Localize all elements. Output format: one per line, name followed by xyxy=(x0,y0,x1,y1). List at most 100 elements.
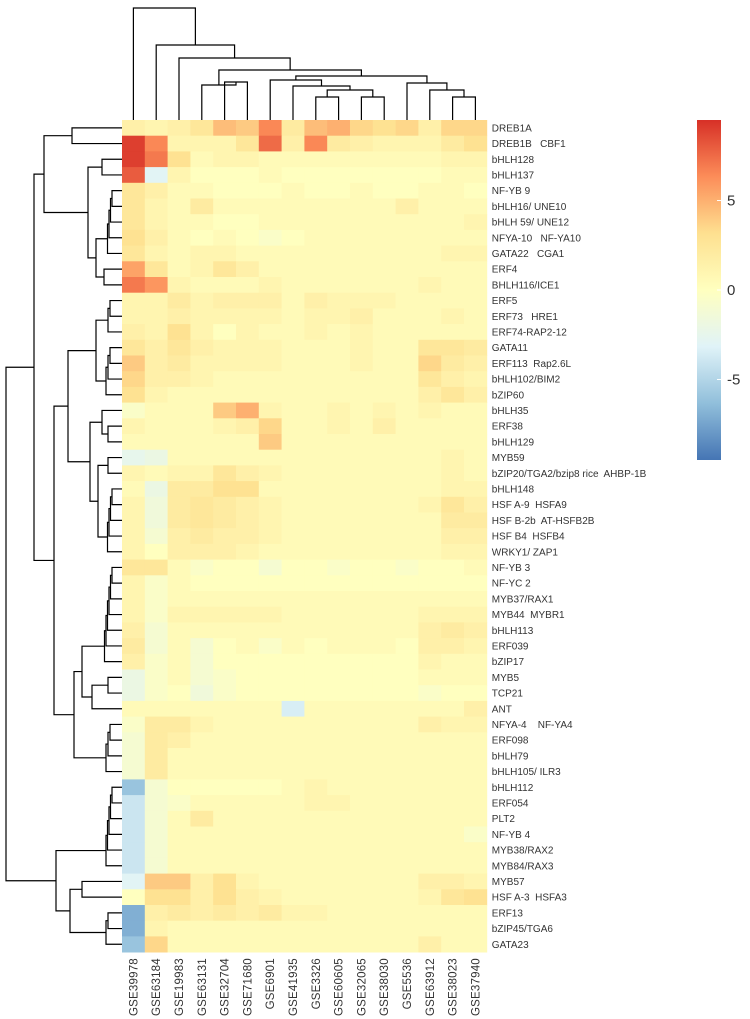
heatmap-cell xyxy=(464,936,488,953)
heatmap-cell xyxy=(122,700,146,717)
heatmap-cell xyxy=(122,120,146,137)
heatmap-cell xyxy=(258,748,282,765)
row-label: bHLH35 xyxy=(492,406,529,417)
dendrogram-branch xyxy=(429,89,465,120)
heatmap-cell xyxy=(418,229,442,246)
heatmap-cell xyxy=(144,214,168,231)
heatmap-cell xyxy=(167,198,191,215)
row-label: ERF13 xyxy=(492,908,524,919)
heatmap-cell xyxy=(350,936,374,953)
heatmap-cell xyxy=(236,638,260,655)
dendrogram-branch xyxy=(81,645,105,698)
heatmap-cell xyxy=(304,449,328,466)
heatmap-cell xyxy=(372,324,396,341)
heatmap-cell xyxy=(327,826,351,843)
heatmap-cell xyxy=(372,622,396,639)
heatmap-cell xyxy=(441,638,465,655)
heatmap-cell xyxy=(327,857,351,874)
heatmap-cell xyxy=(395,198,419,215)
heatmap-cell xyxy=(372,120,396,137)
heatmap-cell xyxy=(144,653,168,670)
heatmap-cell xyxy=(464,763,488,780)
heatmap-cell xyxy=(395,669,419,686)
heatmap-cell xyxy=(327,575,351,592)
heatmap-cell xyxy=(213,355,237,372)
dendrogram-branch xyxy=(218,69,362,85)
heatmap-cell xyxy=(441,465,465,482)
heatmap-cell xyxy=(144,543,168,560)
heatmap-cell xyxy=(236,606,260,623)
heatmap-cell xyxy=(464,889,488,906)
heatmap-cell xyxy=(258,873,282,890)
heatmap-cell xyxy=(464,418,488,435)
heatmap-cell xyxy=(281,622,305,639)
dendrogram-branch xyxy=(107,912,122,930)
heatmap-cell xyxy=(372,700,396,717)
heatmap-cell xyxy=(258,386,282,403)
heatmap-cell xyxy=(122,732,146,749)
heatmap-cell xyxy=(372,543,396,560)
heatmap-cell xyxy=(122,763,146,780)
heatmap-cell xyxy=(213,638,237,655)
heatmap-cell xyxy=(395,559,419,576)
heatmap-cell xyxy=(441,182,465,199)
heatmap-cell xyxy=(213,685,237,702)
heatmap-cell xyxy=(327,591,351,608)
heatmap-cell xyxy=(258,512,282,529)
heatmap-cell xyxy=(464,214,488,231)
heatmap-cell xyxy=(327,339,351,356)
heatmap-cell xyxy=(122,795,146,812)
heatmap-cell xyxy=(190,716,214,733)
heatmap-cell xyxy=(418,355,442,372)
heatmap-cell xyxy=(350,810,374,827)
heatmap-cell xyxy=(167,559,191,576)
heatmap-cell xyxy=(304,386,328,403)
heatmap-cell xyxy=(304,826,328,843)
heatmap-cell xyxy=(236,496,260,513)
heatmap-cell xyxy=(213,622,237,639)
heatmap-cell xyxy=(190,339,214,356)
heatmap-cell xyxy=(395,418,419,435)
heatmap-cell xyxy=(372,528,396,545)
heatmap-cell xyxy=(304,339,328,356)
heatmap-cell xyxy=(144,277,168,294)
row-label: NFYA-10 NF-YA10 xyxy=(492,233,582,244)
heatmap-cell xyxy=(258,449,282,466)
heatmap-cell xyxy=(441,418,465,435)
heatmap-cell xyxy=(236,732,260,749)
heatmap-cell xyxy=(418,591,442,608)
heatmap-cell xyxy=(418,261,442,278)
row-label: bZIP60 xyxy=(492,390,525,401)
heatmap-cell xyxy=(395,371,419,388)
heatmap-cell xyxy=(190,528,214,545)
heatmap-cell xyxy=(395,449,419,466)
heatmap-cell xyxy=(418,763,442,780)
heatmap-cell xyxy=(441,277,465,294)
dendrogram-branch xyxy=(71,127,122,145)
heatmap-cell xyxy=(190,638,214,655)
heatmap-cell xyxy=(441,748,465,765)
heatmap-cell xyxy=(350,653,374,670)
heatmap-cell xyxy=(122,748,146,765)
heatmap-cell xyxy=(372,810,396,827)
heatmap-cell xyxy=(464,685,488,702)
heatmap-cell xyxy=(418,905,442,922)
heatmap-cell xyxy=(281,277,305,294)
heatmap-cell xyxy=(327,465,351,482)
heatmap-cell xyxy=(144,151,168,168)
column-label: GSE38023 xyxy=(448,958,460,1016)
heatmap-cell xyxy=(327,120,351,137)
heatmap-cell xyxy=(418,653,442,670)
heatmap-cell xyxy=(122,465,146,482)
heatmap-cell xyxy=(122,512,146,529)
heatmap-cell xyxy=(167,481,191,498)
heatmap-cell xyxy=(167,308,191,325)
heatmap-cell xyxy=(236,763,260,780)
heatmap-cell xyxy=(418,842,442,859)
dendrogram-branch xyxy=(452,96,476,120)
color-legend-tick-label: 5 xyxy=(727,193,735,210)
heatmap-cell xyxy=(372,732,396,749)
heatmap-cell xyxy=(213,857,237,874)
heatmap-cell xyxy=(236,795,260,812)
heatmap-cell xyxy=(372,575,396,592)
